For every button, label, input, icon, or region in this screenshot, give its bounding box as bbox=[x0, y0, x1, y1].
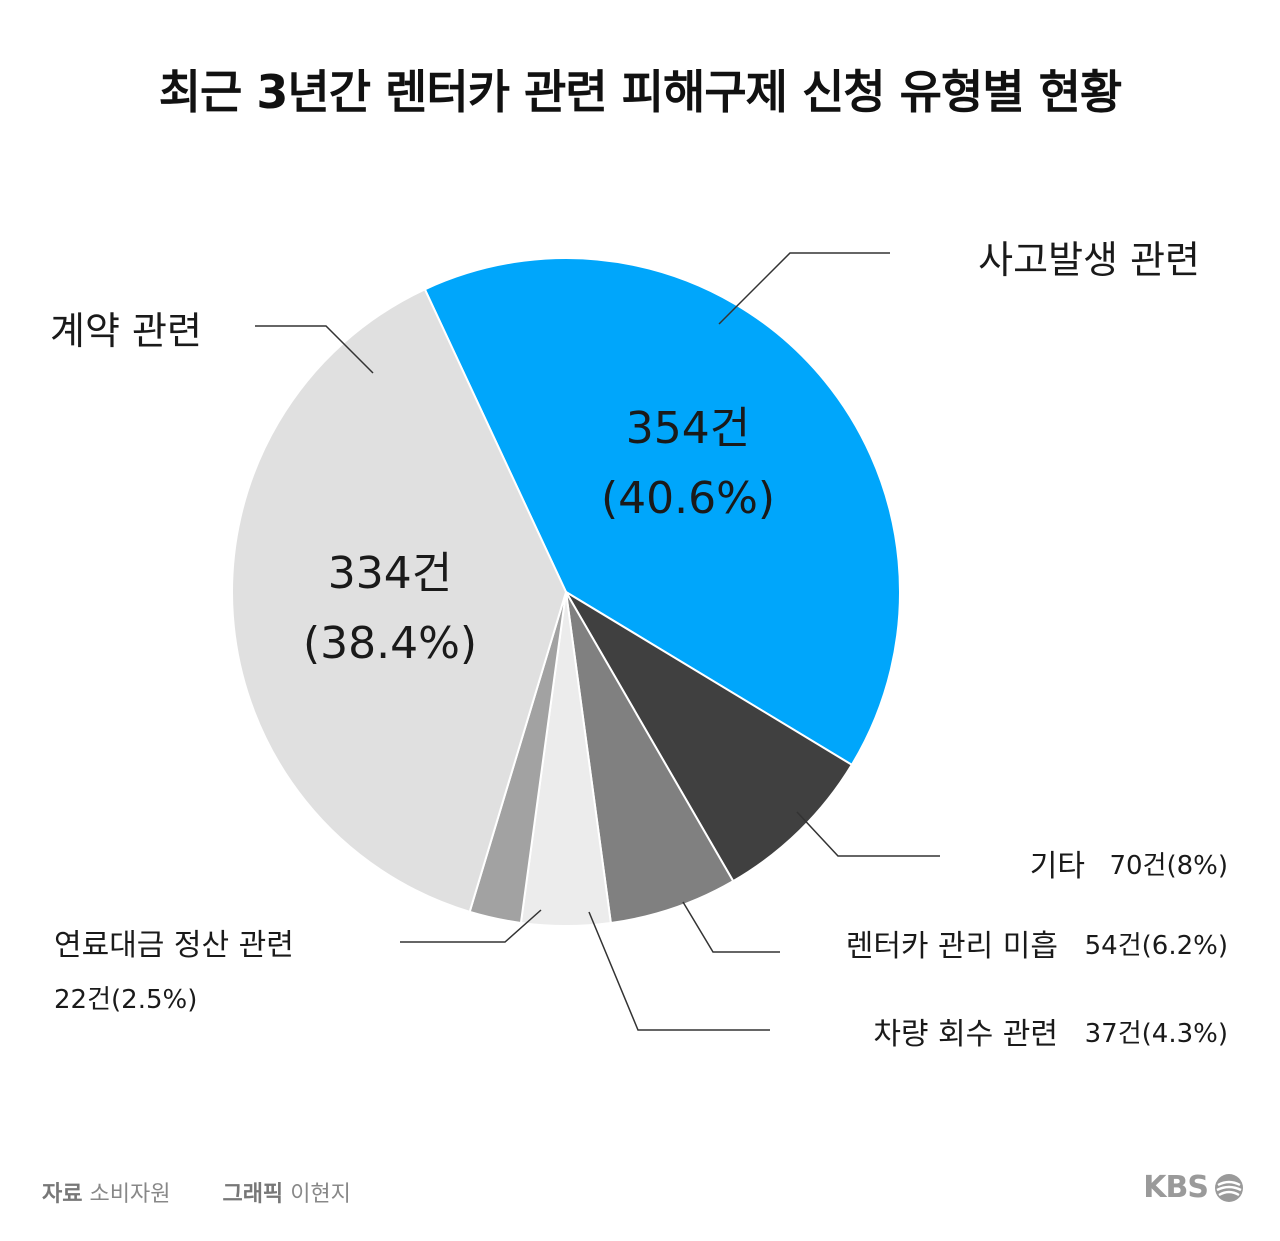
leader-line-retrieval bbox=[588, 911, 770, 1031]
leader-line-other bbox=[796, 811, 940, 857]
logo-emblem-icon bbox=[1215, 1173, 1243, 1202]
retrieval-value-label: 37건(4.3%) bbox=[1085, 1019, 1228, 1049]
leader-line-fuel bbox=[400, 909, 542, 943]
contract-name-label: 계약 관련 bbox=[50, 309, 202, 353]
other-value-label: 70건(8%) bbox=[1109, 851, 1228, 881]
other-name-label: 기타 bbox=[1030, 849, 1085, 884]
footer-credits: 자료 소비자원 그래픽 이현지 bbox=[42, 1176, 351, 1208]
contract-count-label: 334건 bbox=[328, 548, 452, 599]
pie-slices bbox=[231, 257, 901, 927]
management-value-label: 54건(6.2%) bbox=[1085, 931, 1228, 961]
chart-title: 최근 3년간 렌터카 관련 피해구제 신청 유형별 현황 bbox=[158, 65, 1123, 119]
leader-line-accident bbox=[718, 252, 890, 325]
slice-other bbox=[565, 591, 854, 883]
leader-line-contract bbox=[255, 325, 374, 374]
source-label: 자료 bbox=[42, 1182, 83, 1207]
management-name-label: 렌터카 관리 미흡 bbox=[846, 929, 1058, 964]
slice-contract bbox=[231, 287, 568, 914]
logo-text: KBS bbox=[1143, 1170, 1209, 1205]
accident-pct-label: (40.6%) bbox=[601, 473, 775, 524]
pie-chart: 354건 (40.6%) 334건 (38.4%) 사고발생 관련 계약 관련 … bbox=[50, 238, 1228, 1052]
fuel-value-label: 22건(2.5%) bbox=[54, 985, 197, 1015]
leader-line-management bbox=[682, 901, 780, 953]
kbs-logo: KBS bbox=[1143, 1170, 1244, 1205]
graphic-label: 그래픽 bbox=[222, 1182, 284, 1207]
accident-count-label: 354건 bbox=[626, 403, 750, 454]
source-value: 소비자원 bbox=[89, 1182, 171, 1207]
retrieval-name-label: 차량 회수 관련 bbox=[873, 1017, 1058, 1052]
slice-accident bbox=[423, 257, 901, 767]
fuel-name-label: 연료대금 정산 관련 bbox=[54, 928, 294, 963]
contract-pct-label: (38.4%) bbox=[303, 618, 477, 669]
accident-name-label: 사고발생 관련 bbox=[978, 238, 1200, 282]
slice-management bbox=[565, 591, 735, 925]
graphic-value: 이현지 bbox=[290, 1182, 351, 1207]
